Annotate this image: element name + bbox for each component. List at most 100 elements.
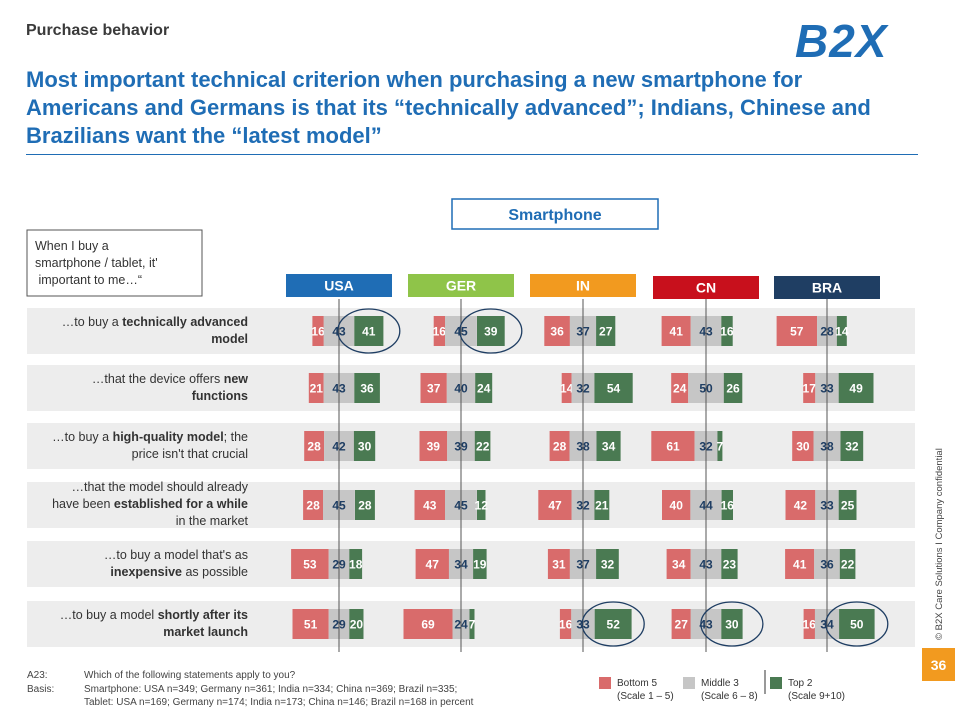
- value-label-top-r4-c2: 32: [601, 558, 615, 572]
- value-label-bottom-r5-c4: 16: [803, 618, 817, 632]
- highlight-ellipse-r5-c4: [825, 601, 889, 647]
- value-label-top-r4-c0: 18: [349, 558, 363, 572]
- legend-swatch-top: [770, 677, 782, 689]
- value-label-bottom-r2-c2: 28: [553, 440, 567, 454]
- bar-bottom-r3-c0: [303, 490, 323, 520]
- value-label-top-r3-c3: 16: [721, 499, 735, 513]
- bar-top-r4-c2: [596, 549, 619, 579]
- bar-top-r1-c2: [594, 373, 633, 403]
- bar-top-r1-c1: [475, 373, 493, 403]
- value-label-top-r4-c3: 23: [723, 558, 737, 572]
- bar-bottom-r2-c0: [304, 431, 325, 461]
- value-label-bottom-r1-c3: 24: [673, 382, 687, 396]
- value-label-bottom-r3-c2: 47: [548, 499, 562, 513]
- value-label-bottom-r2-c1: 39: [427, 440, 441, 454]
- bar-top-r4-c1: [473, 549, 487, 579]
- legend-scale-middle: (Scale 6 – 8): [701, 691, 758, 702]
- bar-top-r3-c4: [838, 490, 857, 520]
- value-label-top-r5-c3: 30: [725, 618, 739, 632]
- footer-basis-tablet: Tablet: USA n=169; Germany n=174; India …: [84, 697, 474, 708]
- bar-top-r2-c0: [353, 431, 376, 461]
- bar-top-r3-c0: [355, 490, 375, 520]
- value-label-top-r2-c2: 34: [602, 440, 616, 454]
- value-label-top-r0-c4: 14: [835, 325, 849, 339]
- confidential-note: © B2X Care Solutions I Company confident…: [934, 448, 945, 640]
- footer-basis-smartphone: Smartphone: USA n=349; Germany n=361; In…: [84, 684, 458, 695]
- value-label-bottom-r0-c4: 57: [790, 325, 804, 339]
- statement-2: …to buy a high-quality model; the price i…: [52, 430, 248, 461]
- value-label-bottom-r3-c0: 28: [306, 499, 320, 513]
- bar-top-r5-c2: [594, 609, 632, 639]
- bar-bottom-r4-c0: [291, 549, 329, 579]
- value-label-bottom-r2-c0: 28: [307, 440, 321, 454]
- bar-bottom-r1-c1: [420, 373, 447, 403]
- value-label-top-r5-c2: 52: [607, 618, 621, 632]
- value-label-bottom-r4-c2: 31: [552, 558, 566, 572]
- value-label-top-r4-c1: 19: [473, 558, 487, 572]
- bar-bottom-r5-c1: [403, 609, 453, 639]
- value-label-top-r5-c1: 7: [469, 618, 476, 632]
- statement-4: …to buy a model that's as inexpensive as …: [104, 548, 248, 579]
- value-label-bottom-r4-c3: 34: [672, 558, 686, 572]
- bar-bottom-r1-c4: [803, 373, 816, 403]
- value-label-bottom-r0-c1: 16: [433, 325, 447, 339]
- value-label-bottom-r5-c1: 69: [421, 618, 435, 632]
- legend-scale-bottom: (Scale 1 – 5): [617, 691, 674, 702]
- bar-top-r3-c3: [721, 490, 733, 520]
- legend-scale-top: (Scale 9+10): [788, 691, 845, 702]
- value-label-top-r2-c1: 22: [476, 440, 490, 454]
- country-label-cn: CN: [696, 280, 716, 296]
- legend-swatch-middle: [683, 677, 695, 689]
- value-label-top-r1-c4: 49: [849, 382, 863, 396]
- bar-bottom-r4-c4: [785, 549, 815, 579]
- bar-bottom-r0-c2: [544, 316, 570, 346]
- highlight-ellipse-r0-c0: [337, 308, 401, 354]
- bar-top-r1-c3: [723, 373, 743, 403]
- value-label-top-r1-c2: 54: [607, 382, 621, 396]
- value-label-bottom-r3-c1: 43: [423, 499, 437, 513]
- value-label-top-r3-c2: 21: [595, 499, 609, 513]
- bar-bottom-r1-c2: [561, 373, 572, 403]
- bar-top-r2-c3: [717, 431, 723, 461]
- bar-top-r0-c3: [721, 316, 733, 346]
- highlight-ellipse-r0-c1: [459, 308, 523, 354]
- value-label-bottom-r1-c1: 37: [427, 382, 441, 396]
- section-title: Purchase behavior: [26, 22, 170, 39]
- value-label-bottom-r0-c2: 36: [550, 325, 564, 339]
- bar-bottom-r2-c2: [549, 431, 570, 461]
- country-label-bra: BRA: [812, 280, 842, 296]
- statement-5: …to buy a model shortly after its market …: [60, 608, 248, 639]
- country-label-in: IN: [576, 278, 590, 294]
- bar-top-r3-c1: [477, 490, 486, 520]
- statement-1: …that the device offers new functions: [92, 372, 248, 403]
- value-label-bottom-r3-c3: 40: [670, 499, 684, 513]
- value-label-bottom-r1-c0: 21: [310, 382, 324, 396]
- bar-top-r2-c2: [596, 431, 621, 461]
- device-box: [451, 198, 659, 230]
- device-label: Smartphone: [508, 207, 601, 224]
- bar-top-r2-c1: [474, 431, 491, 461]
- value-label-top-r3-c0: 28: [358, 499, 372, 513]
- bar-top-r4-c0: [349, 549, 363, 579]
- bar-bottom-r1-c3: [671, 373, 689, 403]
- bar-bottom-r0-c4: [776, 316, 818, 346]
- bar-bottom-r3-c4: [785, 490, 816, 520]
- value-label-top-r0-c2: 27: [599, 325, 613, 339]
- bar-bottom-r0-c3: [661, 316, 691, 346]
- value-label-bottom-r5-c0: 51: [304, 618, 318, 632]
- page-number: 36: [922, 648, 955, 681]
- b2x-logo: B2X: [795, 15, 888, 67]
- bar-bottom-r2-c4: [792, 431, 814, 461]
- bar-top-r0-c4: [836, 316, 847, 346]
- value-label-top-r5-c4: 50: [850, 618, 864, 632]
- value-label-top-r0-c3: 16: [720, 325, 734, 339]
- highlight-ellipse-r5-c3: [700, 601, 764, 647]
- bar-bottom-r5-c2: [559, 609, 572, 639]
- statement-3: …that the model should already have been …: [52, 480, 249, 528]
- bar-bottom-r3-c2: [538, 490, 572, 520]
- value-label-bottom-r4-c4: 41: [793, 558, 807, 572]
- bar-top-r5-c1: [469, 609, 475, 639]
- bar-top-r0-c2: [596, 316, 616, 346]
- bar-bottom-r4-c3: [666, 549, 691, 579]
- value-label-bottom-r0-c3: 41: [670, 325, 684, 339]
